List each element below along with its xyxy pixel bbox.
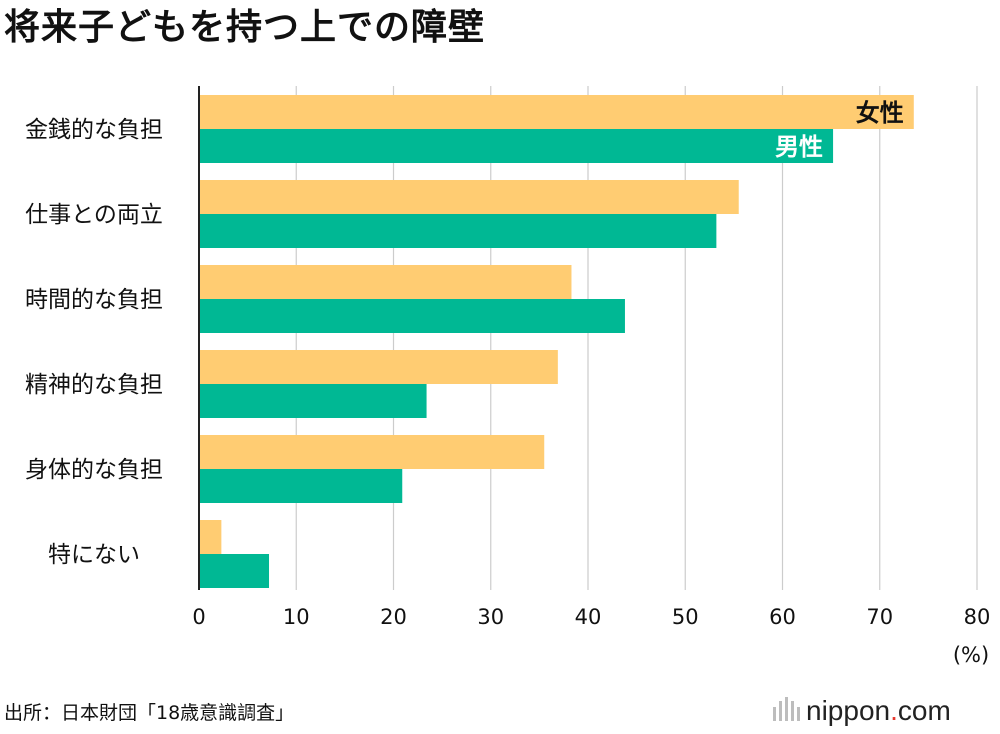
- male-bar: [200, 299, 625, 333]
- legend-female: 女性: [856, 99, 904, 127]
- x-tick-label: 30: [477, 605, 504, 629]
- brand-name: nippon: [806, 695, 891, 726]
- nippon-bars-icon: [773, 697, 800, 721]
- x-tick-label: 40: [575, 605, 602, 629]
- x-tick-label: 50: [672, 605, 699, 629]
- x-tick-label: 0: [192, 605, 205, 629]
- category-label: 時間的な負担: [25, 287, 163, 313]
- legend-male: 男性: [775, 133, 823, 161]
- female-bar: [200, 265, 572, 299]
- male-bar: [200, 384, 427, 418]
- female-bar: [200, 95, 914, 129]
- category-label: 金銭的な負担: [25, 117, 163, 143]
- bars-layer: [200, 95, 914, 588]
- female-bar: [200, 350, 558, 384]
- female-bar: [200, 520, 222, 554]
- male-bar: [200, 214, 717, 248]
- male-bar: [200, 129, 834, 163]
- x-tick-label: 70: [866, 605, 893, 629]
- x-tick-label: 10: [283, 605, 310, 629]
- female-bar: [200, 435, 545, 469]
- category-label: 身体的な負担: [25, 457, 163, 483]
- brand-dot: .: [890, 695, 898, 726]
- tick-labels: 0 10 20 30 40 50 60 70 80 (%): [192, 605, 990, 667]
- x-tick-label: 80: [964, 605, 991, 629]
- x-tick-label: 20: [380, 605, 407, 629]
- category-label: 精神的な負担: [25, 372, 163, 398]
- category-label: 仕事との両立: [25, 202, 163, 228]
- brand-tld: com: [897, 695, 951, 726]
- female-bar: [200, 180, 739, 214]
- grid-layer: [198, 86, 978, 590]
- chart-title: 将来子どもを持つ上での障壁: [4, 7, 486, 48]
- source-note: 出所：日本財団「18歳意識調査」: [4, 702, 295, 724]
- brand-logo[interactable]: nippon.com: [772, 694, 951, 728]
- male-bar: [200, 469, 403, 503]
- category-label: 特にない: [48, 542, 140, 568]
- x-tick-label: 60: [769, 605, 796, 629]
- male-bar: [200, 554, 270, 588]
- x-unit-label: (%): [953, 643, 989, 667]
